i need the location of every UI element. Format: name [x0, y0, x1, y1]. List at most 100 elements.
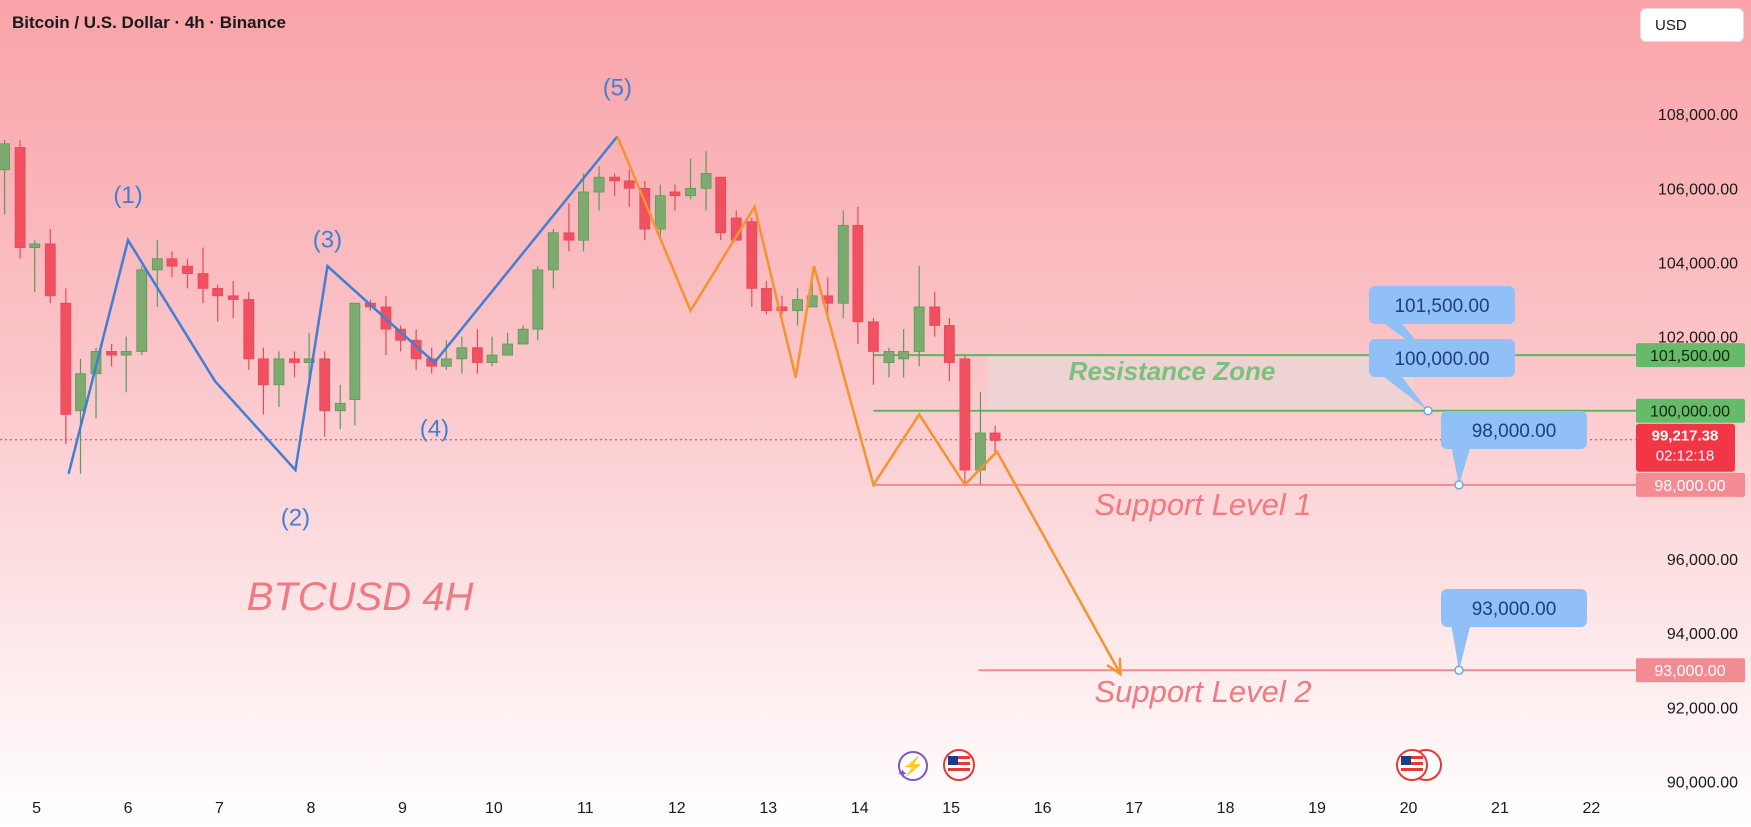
y-tick-label: 94,000.00 [1667, 626, 1738, 643]
candle-body [0, 143, 10, 171]
current-price-value: 99,217.38 [1652, 428, 1719, 445]
candle-body [273, 358, 285, 386]
sparkle-icon: ✦ [897, 766, 908, 781]
candle-body [685, 187, 696, 197]
candle [440, 340, 452, 370]
candle [700, 151, 712, 211]
level-badge-bg [1636, 658, 1745, 683]
candle [532, 266, 544, 341]
wave-label: (3) [313, 227, 342, 254]
candle-body [395, 328, 406, 341]
lightning-glyph: ⚡ [902, 755, 924, 777]
currency-selector[interactable]: USD [1640, 8, 1744, 42]
level-badge-label: 101,500.00 [1650, 348, 1730, 365]
wave-label: (2) [281, 505, 310, 532]
level-badge-label: 98,000.00 [1654, 478, 1725, 495]
candle [14, 140, 26, 259]
candle [578, 173, 589, 252]
candle [746, 217, 758, 307]
callout-box [1369, 286, 1515, 324]
candle-body [623, 180, 635, 189]
us-flag-event-icon[interactable] [943, 749, 975, 781]
resistance-zone [987, 355, 1414, 411]
x-tick-label: 11 [577, 800, 594, 817]
candle [136, 266, 148, 356]
candle [943, 318, 955, 382]
candle [502, 332, 514, 356]
x-tick-label: 8 [307, 800, 316, 817]
candle-body [929, 306, 941, 326]
candle [822, 277, 834, 315]
lightning-event-icon[interactable] [898, 751, 928, 781]
time-axis[interactable]: 5 6 7 8 9 10 11 12 13 14 15 16 17 18 19 20 21 22 [32, 800, 1600, 817]
candle [609, 173, 621, 196]
candle [883, 347, 895, 378]
candle [319, 351, 331, 437]
callout-box [1369, 339, 1515, 377]
candle-body [532, 269, 544, 330]
candle-body [440, 358, 452, 367]
candle [563, 203, 575, 252]
callout-pointer [1379, 373, 1428, 411]
x-tick-label: 5 [32, 800, 41, 817]
candle-body [654, 195, 666, 230]
x-tick-label: 10 [485, 800, 503, 817]
candle [0, 140, 10, 215]
candle [303, 332, 315, 382]
candle [593, 166, 605, 211]
x-tick-label: 14 [851, 800, 869, 817]
candle [959, 355, 971, 485]
price-callouts: 101,500.00 100,000.00 98,000.00 93,000.00 [1369, 286, 1587, 675]
candle-body [913, 306, 925, 352]
x-tick-label: 9 [398, 800, 407, 817]
y-tick-label: 106,000.00 [1658, 181, 1738, 198]
candle [212, 284, 224, 322]
candle-body [761, 287, 772, 312]
candle [654, 184, 666, 237]
callout-label: 98,000.00 [1472, 421, 1557, 442]
level-badge-label: 93,000.00 [1654, 663, 1725, 680]
callout-anchor [1454, 665, 1464, 675]
price-callout: 100,000.00 [1369, 339, 1515, 416]
candle [182, 258, 193, 289]
candle-body [197, 273, 209, 289]
elliott-wave-line [67, 135, 619, 475]
candle [258, 347, 269, 415]
callout-pointer [1451, 445, 1471, 485]
candle-body [44, 243, 56, 297]
y-tick-label: 92,000.00 [1667, 700, 1738, 717]
callout-box [1441, 589, 1587, 627]
level-badge: 101,500.00 [1636, 343, 1745, 368]
event-icons[interactable]: ⚡ ✦ [897, 749, 1442, 781]
candle [227, 280, 239, 319]
x-tick-label: 21 [1491, 800, 1509, 817]
callout-label: 93,000.00 [1472, 599, 1557, 620]
candle [273, 351, 285, 408]
candle-body [29, 243, 41, 249]
symbol-watermark: BTCUSD 4H [247, 575, 474, 619]
candle-body [166, 258, 178, 267]
candle [837, 210, 849, 319]
candle-body [883, 351, 895, 363]
candle [776, 295, 788, 315]
candle-body [349, 302, 361, 401]
current-price-badge: 99,217.38 02:12:18 [1636, 423, 1735, 472]
candle-body [943, 325, 955, 363]
y-tick-label: 102,000.00 [1658, 330, 1738, 347]
candle-body [609, 176, 621, 182]
level-badge-bg [1636, 398, 1745, 423]
candle [761, 280, 772, 315]
candle-body [182, 265, 193, 274]
candle [486, 336, 498, 367]
us-flag-event-icon-stack[interactable] [1396, 749, 1442, 781]
candle-countdown: 02:12:18 [1656, 448, 1714, 465]
candle [623, 169, 635, 207]
candle [547, 229, 559, 289]
support-level-2-label: Support Level 2 [1094, 674, 1311, 709]
candle [852, 206, 864, 344]
candle [639, 180, 651, 241]
x-tick-label: 15 [942, 800, 960, 817]
candle [792, 288, 803, 326]
price-axis[interactable]: 108,000.00 106,000.00 104,000.00 102,000.00… [1636, 107, 1745, 791]
